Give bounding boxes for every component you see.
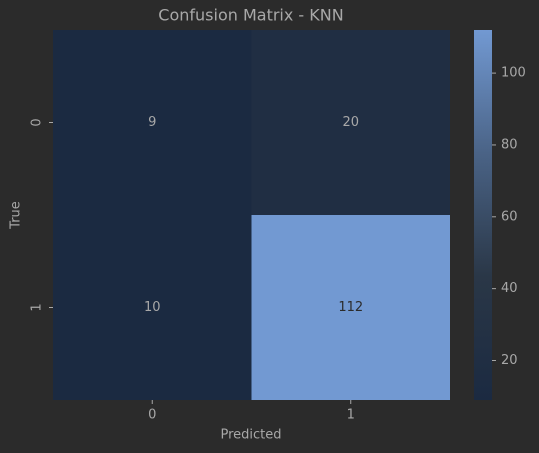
chart-title: Confusion Matrix - KNN — [158, 6, 343, 25]
cell-label: 9 — [148, 115, 156, 130]
colorbar-tick-label: 40 — [501, 281, 518, 296]
heatmap-cell — [53, 30, 252, 215]
y-axis-label: True — [9, 201, 24, 230]
colorbar-tick-label: 80 — [501, 137, 518, 152]
heatmap-cell — [251, 30, 450, 215]
heatmap-cell — [53, 215, 252, 400]
colorbar-tick-label: 20 — [501, 353, 518, 368]
colorbar-tick-label: 100 — [501, 66, 526, 81]
x-axis-label: Predicted — [220, 428, 281, 443]
cell-label: 20 — [342, 115, 359, 130]
y-tick-label: 0 — [30, 118, 45, 126]
x-tick-label: 1 — [347, 408, 355, 423]
y-tick-label: 1 — [30, 303, 45, 311]
cell-label: 112 — [338, 300, 363, 315]
colorbar-tick-label: 60 — [501, 209, 518, 224]
colorbar — [474, 30, 492, 400]
cell-label: 10 — [144, 300, 161, 315]
x-tick-label: 0 — [148, 408, 156, 423]
heatmap-cell — [251, 215, 450, 400]
